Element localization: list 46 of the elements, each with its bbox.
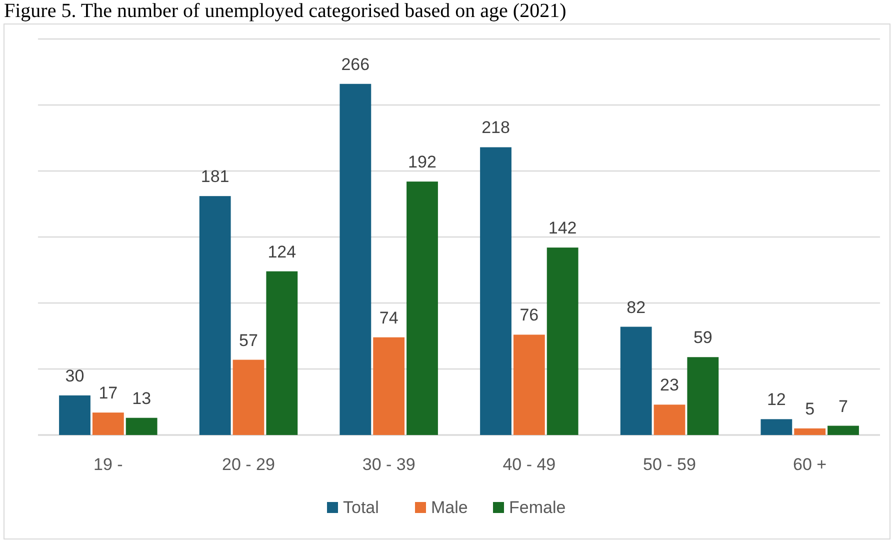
data-label: 57 xyxy=(239,330,258,350)
bar xyxy=(232,360,264,435)
bar xyxy=(687,357,719,435)
bar xyxy=(266,271,298,435)
bar xyxy=(199,196,231,435)
data-label: 74 xyxy=(379,308,398,328)
x-tick-label: 20 - 29 xyxy=(222,455,275,474)
bar xyxy=(480,147,512,435)
data-label: 12 xyxy=(766,390,786,410)
bar xyxy=(760,419,792,435)
bar xyxy=(340,84,372,435)
data-label: 181 xyxy=(200,167,230,186)
data-label: 5 xyxy=(805,399,815,418)
bar xyxy=(654,404,686,435)
data-label: 142 xyxy=(548,218,577,238)
bar xyxy=(828,426,859,435)
bar xyxy=(546,248,578,435)
bar xyxy=(513,334,545,435)
data-label: 218 xyxy=(482,118,510,138)
data-label: 124 xyxy=(268,242,296,262)
data-label: 7 xyxy=(838,396,848,416)
data-label: 13 xyxy=(132,388,152,408)
x-tick-label: 60 + xyxy=(793,455,827,474)
data-label: 192 xyxy=(408,152,436,172)
bar xyxy=(126,418,158,435)
x-tick-label: 40 - 49 xyxy=(502,455,556,474)
data-label: 76 xyxy=(520,306,539,325)
bar xyxy=(373,337,405,435)
data-label: 59 xyxy=(693,328,712,348)
bar xyxy=(406,182,438,435)
data-label: 30 xyxy=(65,366,84,386)
legend-label: Female xyxy=(509,498,566,517)
data-label: 17 xyxy=(98,384,118,403)
x-tick-label: 50 - 59 xyxy=(643,455,696,474)
chart-title: Figure 5. The number of unemployed categorised based on age (2021) xyxy=(4,0,566,22)
data-label: 23 xyxy=(660,376,679,395)
bar xyxy=(620,326,652,435)
bar xyxy=(794,428,826,435)
legend-label: Male xyxy=(431,498,468,517)
x-tick-label: 19 - xyxy=(94,455,123,474)
data-label: 82 xyxy=(626,298,646,317)
legend-label: Total xyxy=(343,498,379,517)
x-tick-label: 30 - 39 xyxy=(362,455,416,474)
data-label: 266 xyxy=(341,54,370,74)
bar xyxy=(92,412,124,435)
bar xyxy=(59,395,90,435)
